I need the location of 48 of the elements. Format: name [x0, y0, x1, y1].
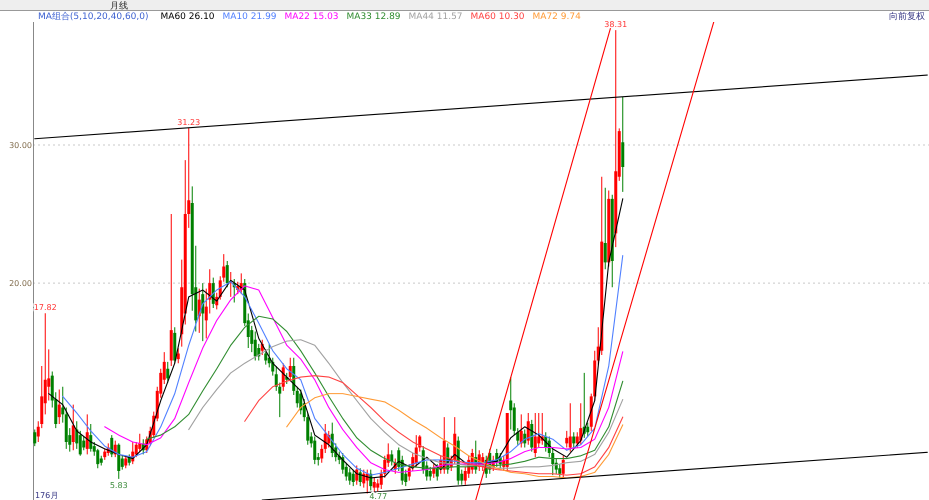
candlestick: [372, 478, 376, 492]
candlestick: [607, 190, 610, 267]
candlestick: [572, 432, 576, 448]
line-series: [244, 375, 624, 476]
candlestick: [568, 403, 572, 452]
candlestick: [534, 412, 537, 458]
candlestick: [176, 348, 180, 364]
candlestick: [520, 414, 523, 448]
annotation: 31.23: [177, 118, 200, 127]
text: MA44 11.57: [408, 12, 463, 22]
annotation: 17.82: [34, 303, 57, 312]
candlestick: [173, 327, 176, 364]
text: MA60 10.30: [470, 12, 525, 22]
y-tick-label: 20.00: [9, 279, 32, 288]
text: 向前复权: [889, 11, 925, 22]
line-series: [62, 255, 624, 476]
line-series: [104, 285, 624, 473]
annotation: 5.83: [110, 480, 128, 490]
candlestick: [610, 194, 614, 288]
text: MA10 21.99: [222, 12, 277, 22]
candlestick: [201, 283, 204, 342]
candlestick: [390, 450, 394, 466]
line-series: [188, 339, 624, 469]
text: MA33 12.89: [346, 12, 401, 22]
candlestick: [117, 443, 120, 479]
text: MA60 26.10: [160, 12, 215, 22]
line-series: [286, 393, 624, 478]
text: MA72 9.74: [532, 12, 582, 22]
candlestick: [313, 436, 316, 464]
annotation: 176月: [35, 491, 58, 500]
chart-subtitle: MA组合(5,10,20,40,60,0): [38, 11, 149, 22]
candlestick: [604, 188, 607, 270]
candlestick: [58, 389, 61, 424]
candlestick: [72, 404, 75, 450]
candlestick: [614, 30, 618, 248]
candlestick: [33, 430, 36, 446]
candlestick: [582, 372, 586, 438]
line-series: [146, 316, 624, 469]
candlestick: [352, 470, 355, 486]
text: MA22 15.03: [284, 12, 339, 22]
candlestick: [621, 96, 624, 192]
chart-title: 月线: [110, 0, 128, 12]
candlestick: [170, 214, 173, 366]
candlestick: [86, 414, 89, 454]
candlestick: [124, 456, 128, 468]
candlestick: [226, 261, 229, 288]
annotation: 4.77: [369, 492, 388, 500]
y-tick-label: 30.00: [9, 140, 32, 150]
